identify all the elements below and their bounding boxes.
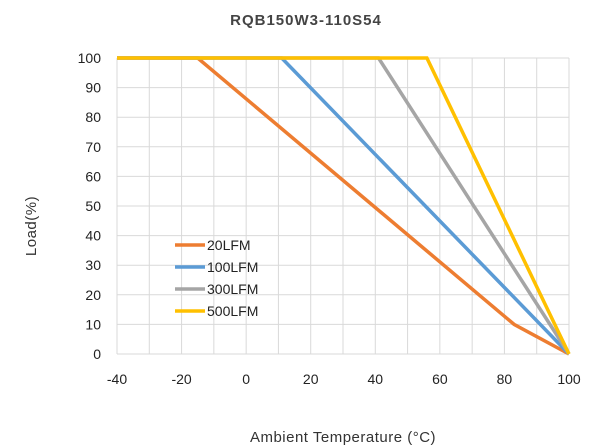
legend-label: 300LFM: [207, 281, 258, 297]
series-lines: [117, 56, 571, 356]
x-tick-label: 0: [242, 371, 250, 387]
y-tick-label: 70: [85, 139, 101, 155]
x-axis-ticks: -40 -20 0 20 40 60 80 100: [107, 371, 581, 387]
legend-label: 20LFM: [207, 237, 251, 253]
x-tick-label: 80: [497, 371, 513, 387]
x-axis-label: Ambient Temperature (°C): [250, 429, 436, 446]
y-tick-label: 60: [85, 168, 101, 184]
y-axis-ticks: 0 10 20 30 40 50 60 70 80 90 100: [78, 50, 102, 362]
y-tick-label: 20: [85, 287, 101, 303]
legend-label: 100LFM: [207, 259, 258, 275]
legend-label: 500LFM: [207, 303, 258, 319]
x-tick-label: 40: [367, 371, 383, 387]
y-axis-label: Load(%): [23, 196, 40, 256]
y-tick-label: 30: [85, 257, 101, 273]
x-tick-label: -20: [171, 371, 191, 387]
x-tick-label: 60: [432, 371, 448, 387]
x-tick-label: 100: [557, 371, 581, 387]
y-tick-label: 100: [78, 50, 102, 66]
y-tick-label: 0: [93, 346, 101, 362]
chart-title: RQB150W3-110S54: [230, 12, 382, 29]
y-tick-label: 80: [85, 109, 101, 125]
y-tick-label: 40: [85, 228, 101, 244]
series-line-500lfm: [117, 56, 571, 355]
x-tick-label: -40: [107, 371, 127, 387]
y-tick-label: 10: [85, 316, 101, 332]
legend: 20LFM 100LFM 300LFM 500LFM: [175, 237, 258, 319]
x-tick-label: 20: [303, 371, 319, 387]
y-tick-label: 50: [85, 198, 101, 214]
y-tick-label: 90: [85, 80, 101, 96]
